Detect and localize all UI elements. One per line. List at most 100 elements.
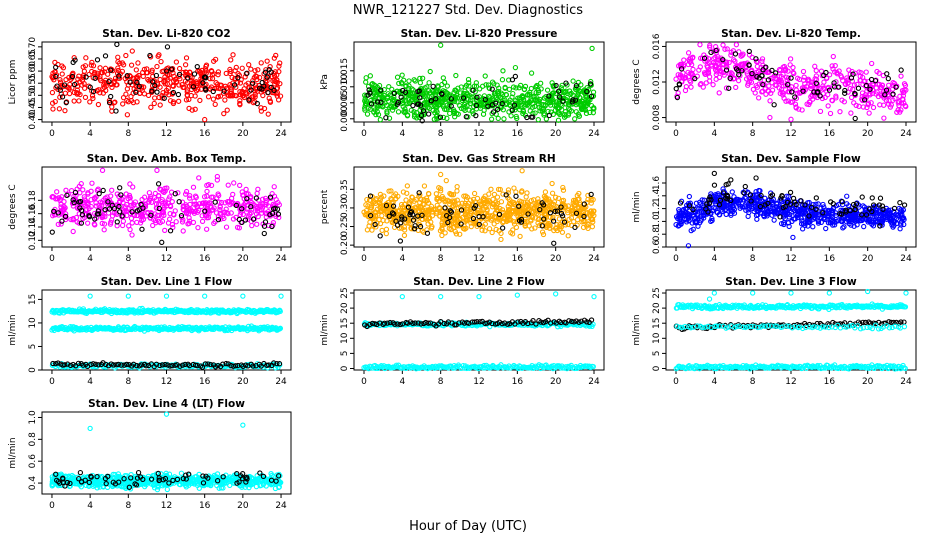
data-point [185, 71, 191, 78]
data-point [528, 70, 535, 76]
data-point [151, 100, 157, 107]
data-point [583, 94, 589, 100]
data-point [92, 75, 98, 81]
data-point [175, 91, 182, 98]
data-points [362, 42, 597, 124]
data-point [501, 116, 507, 122]
data-point [225, 182, 231, 188]
data-point [76, 98, 82, 104]
data-point [555, 117, 562, 123]
data-point [90, 88, 97, 95]
data-point [195, 225, 201, 231]
data-point [103, 83, 109, 89]
data-point [474, 94, 480, 100]
data-point [95, 101, 102, 108]
data-point [176, 98, 182, 104]
data-point [53, 64, 59, 70]
data-point [84, 220, 91, 226]
data-point [265, 90, 271, 96]
data-point [825, 103, 831, 109]
data-point [870, 104, 877, 111]
x-tick-label: 16 [512, 254, 524, 264]
y-tick-label: 1.6 [652, 176, 662, 191]
data-point [120, 101, 126, 107]
chart-panel-4: Stan. Dev. Amb. Box Temp.0 4 8 12 16 20 240.12… [8, 153, 292, 264]
data-point [71, 81, 78, 88]
data-points [673, 42, 909, 122]
data-point [812, 63, 818, 69]
data-point [877, 195, 884, 201]
data-point [399, 72, 405, 78]
data-point [549, 97, 555, 104]
data-point [130, 90, 136, 96]
data-point [498, 199, 505, 205]
data-point [117, 185, 123, 191]
data-point [257, 74, 263, 81]
data-point [885, 75, 891, 82]
data-point [580, 106, 586, 112]
data-point [477, 86, 483, 92]
data-point [507, 97, 513, 103]
data-point [479, 99, 485, 105]
data-point [377, 233, 383, 239]
data-point [367, 73, 374, 79]
data-point [434, 89, 440, 95]
data-point [788, 75, 794, 81]
data-point [489, 86, 495, 92]
data-point [478, 100, 484, 106]
data-point [728, 52, 734, 58]
data-point [69, 73, 76, 80]
panel-title: Stan. Dev. Gas Stream RH [402, 153, 555, 165]
data-point [419, 118, 425, 124]
data-point [83, 55, 89, 61]
data-point [527, 89, 533, 96]
data-point [231, 180, 237, 186]
data-point [149, 67, 155, 73]
data-point [532, 110, 538, 116]
data-point [443, 177, 449, 184]
data-point [533, 89, 539, 96]
data-point [119, 222, 126, 229]
data-point [716, 90, 722, 96]
data-point [231, 82, 238, 88]
data-point [254, 221, 260, 227]
data-point [59, 82, 65, 88]
data-point [427, 68, 433, 75]
data-point [787, 56, 794, 62]
data-point [57, 76, 63, 83]
y-axis-label: degrees C [8, 184, 18, 229]
data-point [471, 190, 478, 197]
data-point [105, 71, 111, 77]
data-point [403, 197, 409, 203]
y-tick-label: 0.015 [340, 58, 350, 84]
data-point [109, 108, 115, 114]
data-point [488, 116, 495, 122]
data-point [453, 87, 459, 94]
data-point [584, 88, 590, 95]
data-point [244, 70, 250, 76]
data-point [194, 80, 201, 87]
data-point [454, 184, 460, 190]
data-point [855, 85, 862, 91]
data-point [565, 102, 572, 108]
data-point [89, 180, 95, 186]
data-point [54, 189, 60, 195]
data-point [587, 81, 594, 87]
data-point [223, 70, 229, 77]
data-point [49, 229, 55, 235]
data-point [391, 90, 397, 97]
x-tick-label: 4 [87, 129, 93, 139]
data-point [183, 97, 190, 103]
data-point [154, 89, 160, 95]
data-point [152, 82, 158, 89]
data-point [148, 104, 154, 110]
data-point [116, 60, 123, 66]
data-point [243, 209, 250, 215]
data-point [111, 80, 117, 86]
data-point [824, 75, 830, 82]
data-point [499, 101, 505, 107]
data-point [403, 83, 409, 89]
data-point [519, 168, 525, 174]
panel-title: Stan. Dev. Li-820 Pressure [401, 28, 558, 40]
data-point [106, 79, 112, 85]
